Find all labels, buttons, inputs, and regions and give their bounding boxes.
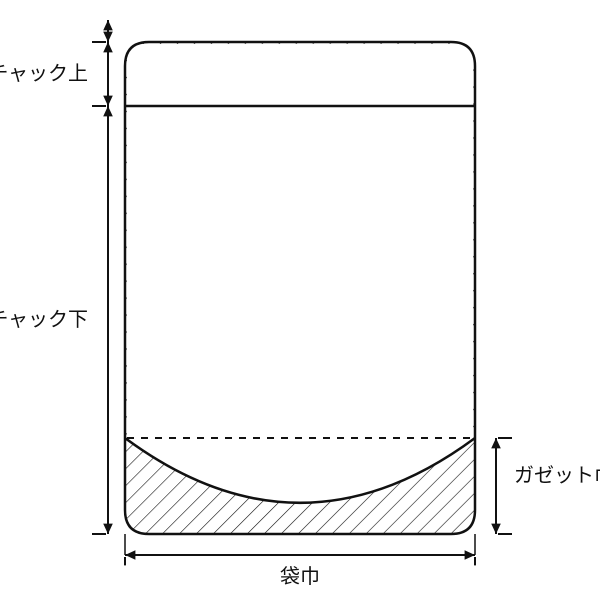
gusset-hatch bbox=[125, 42, 475, 534]
diagram-canvas: チャック上チャック下ガゼット巾袋巾 bbox=[0, 0, 600, 600]
label-width: 袋巾 bbox=[280, 565, 320, 588]
pouch bbox=[125, 42, 475, 534]
label-above_zipper: チャック上 bbox=[0, 62, 88, 85]
label-below_zipper: チャック下 bbox=[0, 308, 88, 331]
label-gusset: ガゼット巾 bbox=[514, 464, 600, 487]
